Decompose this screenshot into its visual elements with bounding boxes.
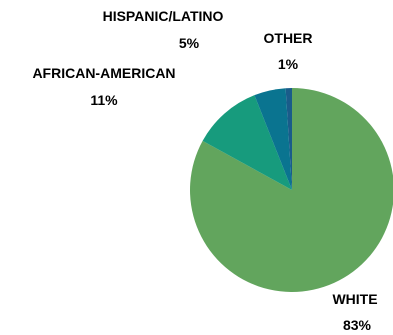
label-white-value: 83% [343,317,372,333]
label-other-value: 1% [278,56,299,72]
pie-slice-hispanic-latino [254,88,292,190]
label-african-american-name: AFRICAN-AMERICAN [32,65,175,81]
label-hispanic-latino-value: 5% [179,35,200,51]
label-african-american-value: 11% [90,92,118,108]
pie-slice-other [285,88,292,190]
label-hispanic-latino-name: HISPANIC/LATINO [103,8,224,24]
pie-slices [190,88,393,292]
label-white-name: WHITE [332,291,377,307]
pie-slice-african-american [202,95,292,190]
pie-slice-white [190,88,393,292]
label-other-name: OTHER [264,30,313,46]
